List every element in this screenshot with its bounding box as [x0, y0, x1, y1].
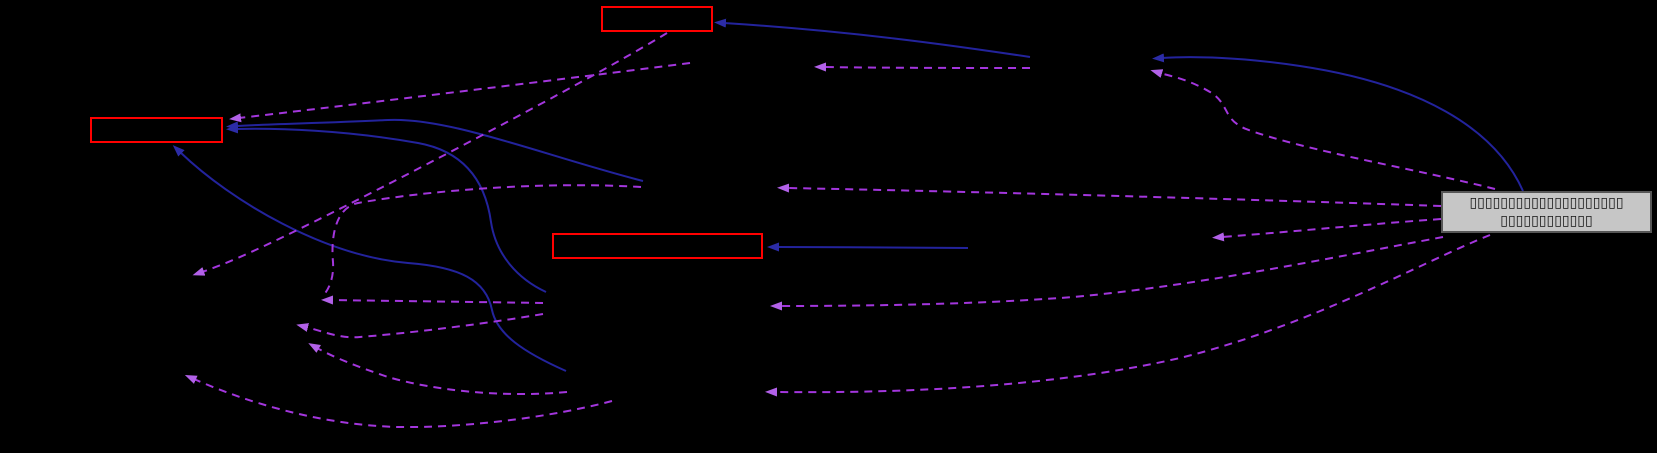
graph-edge-blue-root-to-hidden-a — [1152, 53, 1524, 192]
graph-edge-blue-hidden-a-to-top — [714, 18, 1031, 58]
graph-edge-blue-hidden-d-to-left — [226, 118, 644, 182]
graph-node-top[interactable] — [601, 6, 713, 32]
graph-edge-dash-root-to-hidden-a — [1150, 69, 1496, 190]
graph-edge-blue-hidden-b-to-left — [226, 124, 547, 293]
root-label-line2: ▯▯▯▯▯▯▯▯▯▯▯▯ — [1500, 213, 1593, 229]
graph-edge-dash-hidden-a-to-hidden-c — [814, 62, 1031, 72]
graph-edge-dash-root-to-hidden-b — [770, 236, 1444, 311]
graph-edge-dash-hidden-b-to-hidden-f — [296, 313, 544, 339]
graph-node-middle[interactable] — [552, 233, 763, 259]
graph-node-root[interactable]: ▯▯▯▯▯▯▯▯▯▯▯▯▯▯▯▯▯▯▯▯ ▯▯▯▯▯▯▯▯▯▯▯▯ — [1441, 191, 1652, 233]
graph-edge-dash-hidden-b-to-hidden-e — [321, 295, 544, 305]
graph-edge-dash-hidden-j-to-hidden-p2 — [184, 374, 613, 429]
root-label-line1: ▯▯▯▯▯▯▯▯▯▯▯▯▯▯▯▯▯▯▯▯ — [1469, 195, 1624, 211]
graph-edge-dash-root-to-hidden-d — [777, 183, 1442, 207]
graph-edge-dash-root-to-hidden-k — [1212, 218, 1442, 242]
graph-edge-blue-hidden-j-to-left-bottom — [172, 145, 567, 372]
graph-edge-dash-hidden-c-to-left — [229, 62, 691, 123]
graph-node-left[interactable] — [90, 117, 223, 143]
graph-edge-dash-hidden-j-to-hidden-g — [308, 343, 568, 396]
graph-edge-dash-root-to-hidden-j — [765, 234, 1491, 397]
graph-edge-blue-hidden-k-to-middle — [767, 242, 969, 252]
